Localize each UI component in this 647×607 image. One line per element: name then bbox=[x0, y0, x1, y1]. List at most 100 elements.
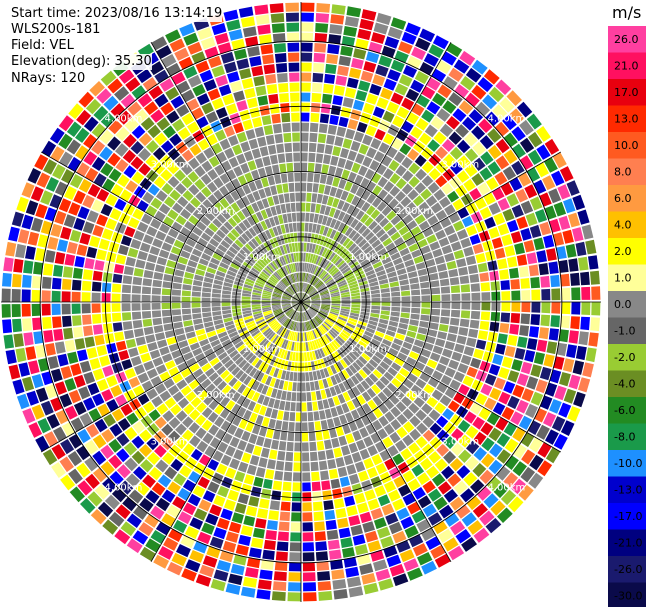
velocity-gate bbox=[389, 431, 401, 444]
velocity-gate bbox=[146, 388, 158, 400]
velocity-gate bbox=[336, 320, 345, 327]
velocity-gate bbox=[443, 489, 458, 503]
velocity-gate bbox=[76, 162, 90, 177]
velocity-gate bbox=[410, 126, 423, 139]
velocity-gate bbox=[115, 371, 127, 384]
velocity-gate bbox=[402, 434, 414, 447]
velocity-gate bbox=[392, 573, 409, 587]
velocity-gate bbox=[366, 345, 376, 354]
velocity-gate bbox=[197, 237, 208, 247]
velocity-gate bbox=[253, 75, 265, 87]
velocity-gate bbox=[409, 428, 421, 441]
velocity-gate bbox=[269, 217, 276, 227]
velocity-gate bbox=[377, 322, 388, 329]
velocity-gate bbox=[295, 322, 298, 331]
velocity-gate bbox=[561, 287, 571, 301]
velocity-gate bbox=[339, 286, 349, 292]
velocity-gate bbox=[541, 288, 551, 301]
velocity-gate bbox=[327, 397, 335, 408]
velocity-gate bbox=[441, 294, 451, 301]
velocity-gate bbox=[150, 505, 165, 520]
velocity-gate bbox=[293, 311, 298, 321]
velocity-gate bbox=[228, 573, 243, 586]
velocity-gate bbox=[248, 138, 259, 150]
velocity-gate bbox=[289, 82, 300, 92]
velocity-gate bbox=[428, 488, 442, 502]
velocity-gate bbox=[399, 279, 409, 286]
velocity-gate bbox=[240, 586, 256, 598]
velocity-gate bbox=[241, 452, 252, 464]
velocity-gate bbox=[381, 256, 392, 265]
velocity-gate bbox=[387, 69, 401, 82]
velocity-gate bbox=[331, 306, 340, 310]
velocity-gate bbox=[207, 481, 220, 494]
velocity-gate bbox=[388, 521, 403, 535]
velocity-gate bbox=[174, 269, 185, 277]
velocity-gate bbox=[550, 274, 560, 288]
velocity-gate bbox=[484, 397, 497, 411]
velocity-gate bbox=[151, 36, 168, 51]
velocity-gate bbox=[500, 312, 511, 323]
velocity-gate bbox=[330, 559, 344, 570]
velocity-gate bbox=[463, 246, 474, 257]
velocity-gate bbox=[295, 283, 299, 292]
velocity-gate bbox=[315, 13, 330, 23]
velocity-gate bbox=[237, 440, 247, 451]
velocity-gate bbox=[83, 151, 98, 166]
velocity-gate bbox=[266, 520, 278, 531]
velocity-gate bbox=[257, 167, 267, 178]
velocity-gate bbox=[227, 232, 237, 242]
velocity-gate bbox=[302, 472, 311, 482]
velocity-gate bbox=[329, 287, 339, 293]
velocity-gate bbox=[111, 283, 122, 293]
velocity-gate bbox=[455, 124, 469, 138]
velocity-gate bbox=[169, 189, 181, 201]
velocity-gate bbox=[329, 229, 337, 239]
velocity-gate bbox=[345, 240, 354, 250]
velocity-gate bbox=[68, 103, 84, 120]
velocity-gate bbox=[81, 292, 91, 302]
velocity-gate bbox=[444, 252, 455, 262]
velocity-gate bbox=[255, 279, 265, 286]
velocity-gate bbox=[81, 280, 92, 291]
velocity-gate bbox=[268, 93, 279, 104]
velocity-gate bbox=[299, 302, 301, 312]
velocity-gate bbox=[357, 553, 371, 566]
velocity-gate bbox=[450, 520, 466, 536]
velocity-gate bbox=[152, 162, 166, 175]
velocity-gate bbox=[428, 44, 444, 58]
velocity-gate bbox=[167, 209, 179, 220]
velocity-gate bbox=[341, 306, 351, 310]
velocity-gate bbox=[314, 421, 322, 431]
velocity-gate bbox=[485, 250, 496, 261]
velocity-gate bbox=[272, 164, 280, 175]
velocity-gate bbox=[282, 244, 288, 254]
velocity-gate bbox=[59, 393, 73, 408]
colorbar-tick-label: 26.0 bbox=[614, 33, 639, 46]
velocity-gate bbox=[312, 318, 319, 327]
velocity-gate bbox=[305, 321, 309, 331]
velocity-gate bbox=[15, 243, 27, 259]
velocity-gate bbox=[559, 372, 571, 387]
velocity-gate bbox=[366, 205, 376, 216]
velocity-gate bbox=[76, 462, 91, 478]
velocity-gate bbox=[281, 302, 291, 304]
velocity-gate bbox=[106, 343, 117, 354]
velocity-gate bbox=[207, 411, 219, 423]
velocity-gate bbox=[125, 338, 137, 349]
colorbar-swatch bbox=[608, 397, 646, 424]
velocity-gate bbox=[439, 278, 450, 287]
velocity-gate bbox=[302, 452, 310, 462]
velocity-gate bbox=[471, 292, 481, 301]
velocity-gate bbox=[388, 320, 399, 327]
velocity-gate bbox=[140, 459, 154, 473]
velocity-gate bbox=[16, 393, 30, 410]
velocity-gate bbox=[568, 330, 579, 344]
velocity-gate bbox=[442, 153, 456, 167]
velocity-gate bbox=[444, 225, 456, 236]
velocity-gate bbox=[328, 34, 342, 45]
velocity-gate bbox=[189, 550, 204, 563]
velocity-gate bbox=[355, 359, 365, 368]
velocity-gate bbox=[197, 138, 210, 151]
velocity-gate bbox=[402, 253, 413, 262]
